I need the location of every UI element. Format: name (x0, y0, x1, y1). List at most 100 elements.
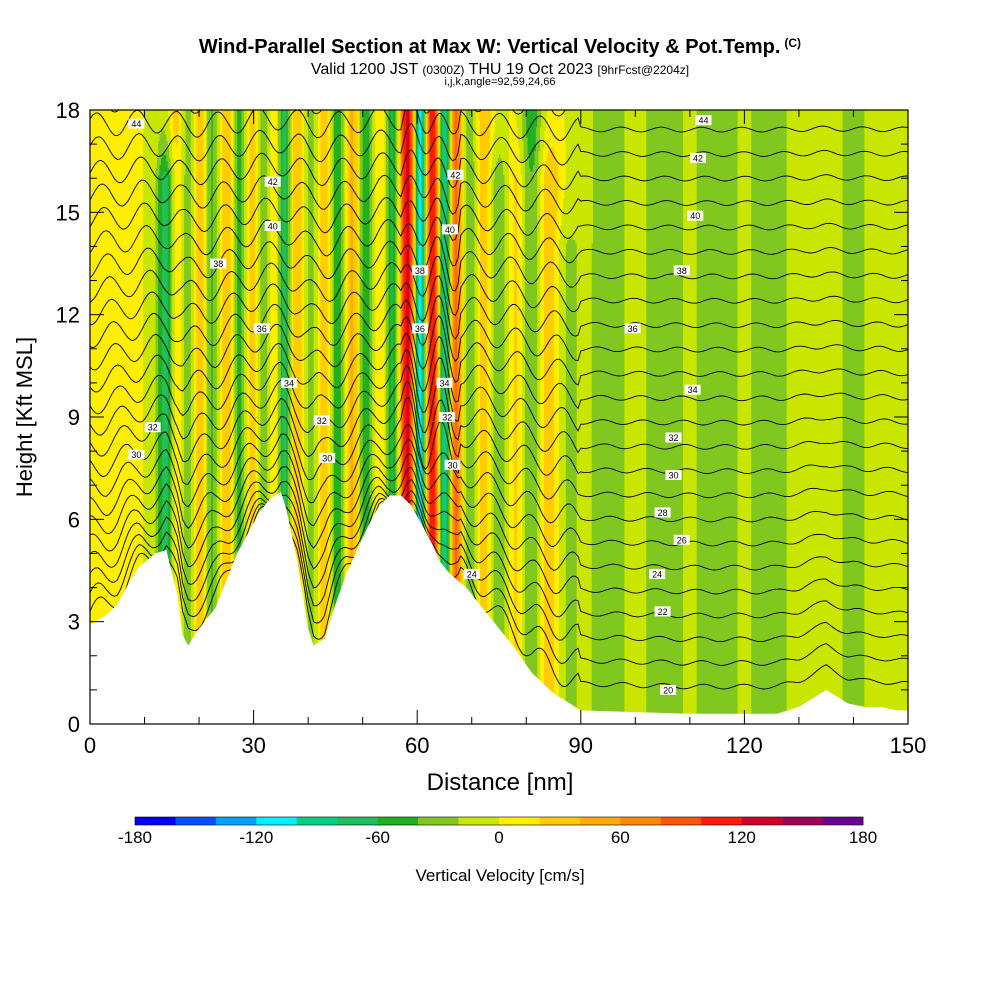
theta-contour-line (90, 479, 908, 619)
colorbar-tick-label: 120 (728, 828, 756, 847)
theta-label-text: 22 (658, 607, 668, 617)
theta-label: 26 (673, 534, 690, 545)
colorbar-swatch (539, 817, 581, 825)
colorbar-swatch (296, 817, 338, 825)
theta-label: 34 (684, 384, 701, 395)
theta-label: 36 (253, 323, 270, 334)
theta-label-text: 20 (663, 685, 673, 695)
theta-label: 24 (463, 568, 480, 579)
colorbar-swatch (337, 817, 378, 825)
theta-contour-line (90, 453, 908, 571)
theta-label-text: 26 (677, 535, 687, 545)
theta-contour-line (90, 332, 908, 410)
colorbar-swatch (377, 817, 419, 825)
theta-label-text: 36 (415, 324, 425, 334)
colorbar-swatch (782, 817, 823, 825)
colorbar-swatch (215, 817, 257, 825)
theta-label-text: 30 (322, 453, 332, 463)
theta-label: 38 (673, 265, 690, 276)
forecast-info: [9hrFcst@2204z] (597, 63, 690, 77)
theta-contour-labels: 44 42 40 38 36 34 32 30 32 30 42 40 38 36 34 32 30 24 44 42… (128, 115, 712, 695)
theta-contour-line (90, 275, 908, 340)
colorbar-tick-label: 0 (494, 828, 503, 847)
y-tick-label: 6 (68, 507, 80, 532)
theta-contour-line (90, 174, 908, 215)
colorbar-tick-label: -60 (365, 828, 390, 847)
theta-label-text: 40 (268, 222, 278, 232)
theta-contour-line (90, 149, 908, 191)
theta-label-text: 28 (658, 508, 668, 518)
theta-label-text: 30 (131, 450, 141, 460)
terrain-mask (90, 492, 908, 724)
theta-label: 28 (654, 507, 671, 518)
theta-contour-line (90, 216, 908, 267)
theta-label: 30 (665, 470, 682, 481)
theta-label-text: 34 (439, 378, 449, 388)
theta-label-text: 32 (442, 413, 452, 423)
terrain (90, 492, 908, 724)
theta-contour-line (90, 438, 908, 548)
colorbar-tick-label: -120 (239, 828, 273, 847)
theta-contour-line (90, 397, 908, 500)
theta-label: 40 (687, 210, 704, 221)
theta-label-text: 30 (668, 471, 678, 481)
y-tick-label: 12 (56, 303, 80, 328)
valid-utc: (0300Z) (422, 63, 465, 77)
theta-contour-line (90, 110, 908, 141)
theta-label-text: 42 (268, 177, 278, 187)
y-tick-label: 3 (68, 610, 80, 635)
theta-contours (90, 110, 908, 690)
theta-label-text: 32 (668, 433, 678, 443)
y-tick-label: 15 (56, 200, 80, 225)
theta-label: 22 (654, 606, 671, 617)
colorbar-tick-label: 60 (611, 828, 630, 847)
theta-contour-line (90, 236, 908, 292)
theta-label-text: 34 (284, 378, 294, 388)
theta-label-text: 44 (698, 116, 708, 126)
theta-contour-line (90, 381, 908, 476)
colorbar-swatch (458, 817, 500, 825)
colorbar-swatch (822, 817, 864, 825)
theta-label: 38 (411, 265, 428, 276)
y-tick-label: 0 (68, 712, 80, 737)
y-tick-label: 18 (56, 98, 80, 123)
theta-label-text: 42 (450, 170, 460, 180)
title-tag: (C) (784, 36, 802, 50)
theta-contour-line (90, 424, 908, 524)
theta-label: 32 (144, 422, 161, 433)
colorbar-swatch (175, 817, 217, 825)
theta-label: 24 (649, 568, 666, 579)
x-tick-label: 0 (84, 733, 96, 758)
theta-label-text: 36 (628, 324, 638, 334)
chart-title: Wind-Parallel Section at Max W: Vertical… (0, 36, 1000, 59)
colorbar: -180 -120 -60 0 60 120 180 (118, 816, 877, 847)
theta-label-text: 38 (677, 266, 687, 276)
x-tick-label: 90 (569, 733, 593, 758)
theta-contour-line (90, 467, 908, 595)
theta-label: 40 (441, 224, 458, 235)
theta-label-text: 42 (693, 153, 703, 163)
x-tick-label: 30 (241, 733, 265, 758)
theta-label: 30 (128, 449, 145, 460)
theta-label-text: 36 (257, 324, 267, 334)
theta-label: 32 (439, 412, 456, 423)
y-axis-label: Height [Kft MSL] (12, 337, 37, 497)
theta-label-text: 24 (467, 569, 477, 579)
theta-label: 32 (665, 432, 682, 443)
theta-label: 40 (264, 221, 281, 232)
x-tick-label: 150 (890, 733, 927, 758)
theta-label-text: 40 (690, 211, 700, 221)
x-axis-label: Distance [nm] (427, 769, 574, 796)
theta-contour-line (90, 123, 908, 166)
theta-contour-line (90, 364, 908, 454)
colorbar-tick-label: -180 (118, 828, 152, 847)
theta-label: 34 (281, 377, 297, 388)
valid-prefix: Valid 1200 JST (310, 61, 418, 78)
theta-contour-line (90, 256, 908, 317)
theta-label-text: 32 (148, 423, 158, 433)
theta-label: 32 (313, 415, 330, 426)
x-tick-label: 60 (405, 733, 429, 758)
theta-contour-line (90, 490, 908, 643)
